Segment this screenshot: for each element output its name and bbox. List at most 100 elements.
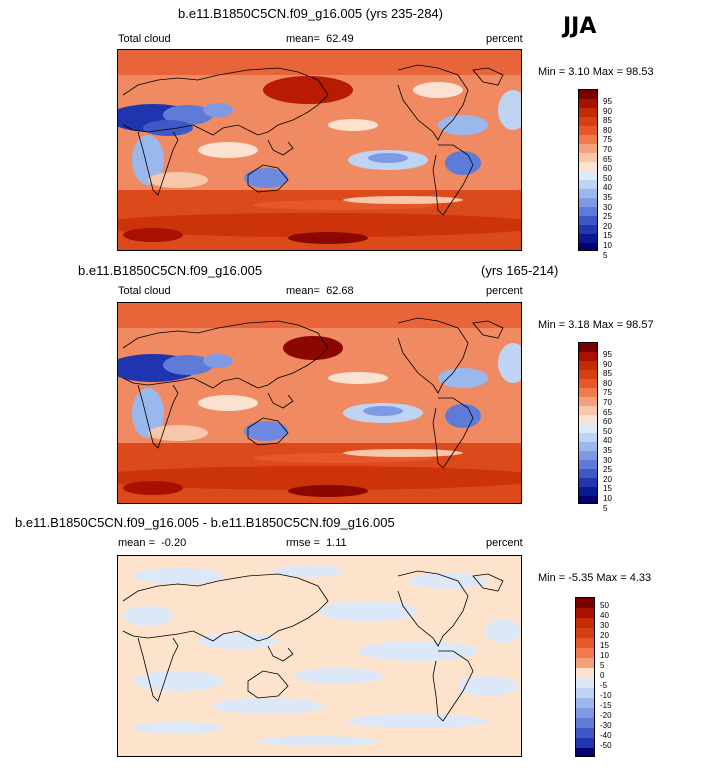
panel2-mean: mean= 62.68 — [286, 285, 354, 297]
panel2-units: percent — [486, 285, 523, 297]
colorbar-swatch — [576, 708, 594, 718]
colorbar-tick: 90 — [603, 359, 612, 369]
colorbar-swatch — [576, 748, 594, 756]
colorbar-tick: 15 — [603, 231, 612, 241]
colorbar-swatch — [576, 738, 594, 748]
panel2-map — [117, 302, 522, 504]
colorbar-swatch — [576, 698, 594, 708]
colorbar-swatch — [576, 728, 594, 738]
colorbar-tick: -50 — [600, 741, 612, 750]
colorbar-swatch — [579, 442, 597, 451]
colorbar-tick: 30 — [600, 621, 609, 630]
colorbar-swatch — [579, 144, 597, 153]
colorbar-swatch — [576, 658, 594, 668]
colorbar-swatch — [576, 618, 594, 628]
colorbar-tick: 30 — [603, 202, 612, 212]
colorbar-tick: 50 — [603, 173, 612, 183]
colorbar-tick: 60 — [603, 164, 612, 174]
colorbar-tick: 5 — [600, 661, 605, 670]
colorbar-swatch — [579, 117, 597, 126]
colorbar-tick: 75 — [603, 388, 612, 398]
colorbar-tick: 15 — [600, 641, 609, 650]
colorbar-tick: 80 — [603, 378, 612, 388]
colorbar-swatch — [576, 608, 594, 618]
colorbar-tick: 30 — [603, 455, 612, 465]
panel3-rmse: rmse = 1.11 — [286, 537, 347, 549]
panel2-title: b.e11.B1850C5CN.f09_g16.005 — [78, 263, 263, 278]
colorbar-swatch — [576, 688, 594, 698]
colorbar-tick: 40 — [603, 183, 612, 193]
panel3-colorbar-labels: 50 40 30 20 15 10 5 0 -5 -10 -15 -20 -30… — [600, 601, 612, 751]
colorbar-swatch — [579, 153, 597, 162]
panel1-colorbar — [578, 89, 598, 251]
colorbar-swatch — [579, 162, 597, 171]
panel1-minmax: Min = 3.10 Max = 98.53 — [538, 66, 654, 78]
colorbar-swatch — [579, 406, 597, 415]
panel1-map — [117, 49, 522, 251]
colorbar-tick: 90 — [603, 106, 612, 116]
panel3-minmax: Min = -5.35 Max = 4.33 — [538, 572, 652, 584]
panel3-map-plot — [118, 556, 521, 756]
colorbar-swatch — [579, 108, 597, 117]
panel2-title-years: (yrs 165-214) — [481, 263, 559, 278]
colorbar-tick: 0 — [600, 671, 605, 680]
colorbar-tick: 85 — [603, 116, 612, 126]
colorbar-swatch — [579, 460, 597, 469]
panel2-field-label: Total cloud — [118, 285, 171, 297]
colorbar-swatch — [579, 379, 597, 388]
colorbar-tick: 40 — [603, 436, 612, 446]
colorbar-tick: 5 — [603, 503, 608, 513]
colorbar-swatch — [579, 234, 597, 243]
colorbar-tick: 10 — [603, 240, 612, 250]
colorbar-tick: 75 — [603, 135, 612, 145]
colorbar-tick: 35 — [603, 445, 612, 455]
colorbar-tick: -20 — [600, 711, 612, 720]
colorbar-swatch — [576, 648, 594, 658]
colorbar-swatch — [579, 361, 597, 370]
panel3-units: percent — [486, 537, 523, 549]
panel2-colorbar-labels: 95 90 85 80 75 70 65 60 50 40 35 30 25 2… — [603, 350, 612, 513]
colorbar-tick: 95 — [603, 350, 612, 359]
colorbar-swatch — [576, 638, 594, 648]
colorbar-tick: 20 — [600, 631, 609, 640]
colorbar-swatch — [579, 90, 597, 99]
colorbar-swatch — [579, 243, 597, 250]
panel1-units: percent — [486, 33, 523, 45]
colorbar-tick: 50 — [600, 601, 609, 610]
colorbar-tick: 10 — [603, 493, 612, 503]
panel1-mean: mean= 62.49 — [286, 33, 354, 45]
colorbar-swatch — [579, 397, 597, 406]
colorbar-swatch — [576, 718, 594, 728]
panel1-map-plot — [118, 50, 521, 250]
colorbar-swatch — [579, 415, 597, 424]
colorbar-tick: 50 — [603, 426, 612, 436]
colorbar-swatch — [576, 598, 594, 608]
colorbar-tick: -15 — [600, 701, 612, 710]
panel2-colorbar — [578, 342, 598, 504]
colorbar-tick: 20 — [603, 221, 612, 231]
panel3-title: b.e11.B1850C5CN.f09_g16.005 - b.e11.B185… — [15, 515, 395, 530]
colorbar-tick: 70 — [603, 144, 612, 154]
colorbar-swatch — [579, 126, 597, 135]
colorbar-swatch — [579, 225, 597, 234]
colorbar-swatch — [579, 451, 597, 460]
colorbar-tick: -10 — [600, 691, 612, 700]
colorbar-tick: 60 — [603, 417, 612, 427]
panel3-mean: mean = -0.20 — [118, 537, 187, 549]
colorbar-tick: 10 — [600, 651, 609, 660]
colorbar-swatch — [579, 388, 597, 397]
colorbar-tick: 65 — [603, 154, 612, 164]
colorbar-swatch — [579, 216, 597, 225]
colorbar-swatch — [579, 469, 597, 478]
colorbar-tick: 65 — [603, 407, 612, 417]
panel2-minmax: Min = 3.18 Max = 98.57 — [538, 319, 654, 331]
panel1-field-label: Total cloud — [118, 33, 171, 45]
colorbar-tick: 25 — [603, 212, 612, 222]
colorbar-swatch — [576, 628, 594, 638]
colorbar-tick: 70 — [603, 397, 612, 407]
colorbar-tick: -40 — [600, 731, 612, 740]
colorbar-tick: 40 — [600, 611, 609, 620]
colorbar-swatch — [579, 343, 597, 352]
colorbar-tick: 25 — [603, 465, 612, 475]
colorbar-swatch — [579, 135, 597, 144]
